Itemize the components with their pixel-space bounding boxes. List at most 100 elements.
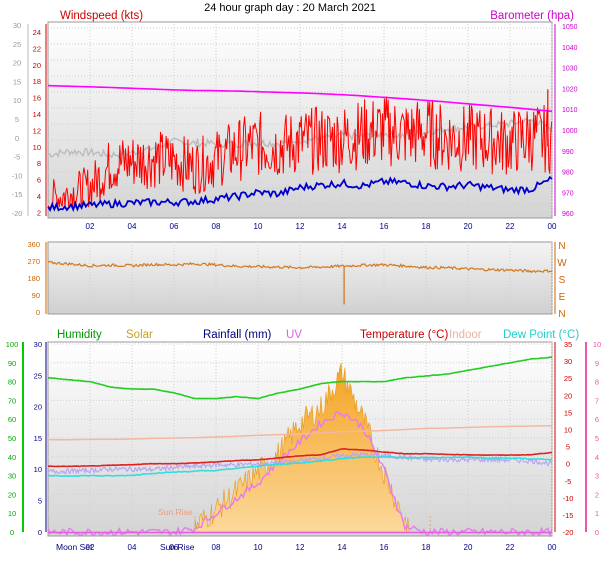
wind-x-tick-label: 06 [170, 222, 179, 231]
wind-x-tick-label: 22 [506, 222, 515, 231]
wind-left-tick-label: 14 [33, 110, 41, 119]
temperature-tick-label: 15 [564, 408, 572, 417]
direction-tick-label: 180 [27, 274, 40, 283]
humidity-tick-label: 90 [8, 359, 16, 368]
barometer-tick-label: 1010 [562, 107, 578, 114]
barometer-label: Barometer (hpa) [490, 10, 574, 22]
tick-labels: 0202040406060808101012121414161618182020… [6, 21, 601, 552]
barometer-tick-label: 1030 [562, 66, 578, 73]
wind-outer-tick-label: -5 [14, 153, 21, 162]
humidity-tick-label: 30 [8, 472, 16, 481]
weather-x-tick-label: 16 [380, 543, 389, 552]
wind-outer-tick-label: 0 [15, 134, 19, 143]
temperature-tick-label: -5 [565, 477, 572, 486]
temperature-tick-label: -10 [563, 494, 574, 503]
rainfall-tick-label: 0 [38, 528, 42, 537]
feels-like-line [47, 451, 553, 475]
barometer-tick-label: 980 [562, 170, 574, 177]
weather-x-tick-label: 10 [254, 543, 263, 552]
wind-x-tick-label: 12 [296, 222, 305, 231]
direction-line [47, 260, 553, 274]
rainfall-tick-label: 30 [34, 340, 42, 349]
rainfall-label: Rainfall (mm) [203, 329, 272, 341]
wind-left-tick-label: 6 [37, 176, 41, 185]
barometer-tick-label: 1050 [562, 24, 578, 31]
weather-x-tick-label: 02 [86, 543, 95, 552]
humidity-tick-label: 80 [8, 378, 16, 387]
humidity-line [47, 356, 553, 400]
barometer-tick-label: 970 [562, 190, 574, 197]
wind-left-tick-label: 8 [37, 159, 41, 168]
wind-left-tick-label: 16 [33, 94, 41, 103]
direction-tick-label: 270 [27, 257, 40, 266]
indoor-label: Indoor [449, 329, 482, 341]
wind-x-tick-label: 08 [212, 222, 221, 231]
direction-tick-label: 90 [32, 291, 40, 300]
wind-x-tick-label: 14 [338, 222, 347, 231]
direction-tick-label: 0 [36, 308, 40, 317]
barometer-tick-label: 1040 [562, 45, 578, 52]
uv-tick-label: 3 [595, 472, 599, 481]
wind-left-tick-label: 18 [33, 77, 41, 86]
uv-line [47, 410, 553, 538]
weather-x-tick-label: 20 [464, 543, 473, 552]
weather-x-tick-label: 06 [170, 543, 179, 552]
rainfall-tick-label: 10 [34, 465, 42, 474]
weather-x-tick-label: 22 [506, 543, 515, 552]
humidity-tick-label: 20 [8, 490, 16, 499]
wind-outer-tick-label: 5 [15, 115, 19, 124]
wind-outer-tick-label: -15 [12, 190, 23, 199]
humidity-tick-label: 0 [10, 528, 14, 537]
rainfall-tick-label: 20 [34, 403, 42, 412]
humidity-tick-label: 40 [8, 453, 16, 462]
wind-left-tick-label: 12 [33, 126, 41, 135]
wind-outer-tick-label: 10 [13, 96, 21, 105]
weather-x-tick-label: 12 [296, 543, 305, 552]
barometer-tick-label: 990 [562, 149, 574, 156]
solar-label: Solar [126, 329, 153, 341]
temperature-tick-label: 30 [564, 357, 572, 366]
indoor-line [48, 424, 553, 441]
wind-left-tick-label: 22 [33, 44, 41, 53]
average-wind-line [47, 175, 553, 213]
humidity-tick-label: 50 [8, 434, 16, 443]
uv-tick-label: 9 [595, 359, 599, 368]
uv-tick-label: 8 [595, 378, 599, 387]
rainfall-tick-label: 25 [34, 371, 42, 380]
direction-compass-label: N [558, 241, 565, 252]
sun-rise-axis-label: Sun Rise [160, 542, 195, 552]
humidity-tick-label: 60 [8, 415, 16, 424]
temperature-tick-label: 35 [564, 340, 572, 349]
rainfall-tick-label: 15 [34, 434, 42, 443]
moon-set-label: Moon Set [56, 542, 93, 552]
uv-tick-label: 0 [595, 528, 599, 537]
temperature-tick-label: 10 [564, 426, 572, 435]
uv-tick-label: 4 [595, 453, 599, 462]
temperature-line [47, 447, 553, 468]
rainfall-tick-label: 5 [38, 497, 42, 506]
wind-left-tick-label: 24 [33, 28, 41, 37]
temperature-tick-label: 20 [564, 391, 572, 400]
barometer-tick-label: 960 [562, 211, 574, 218]
wind-left-tick-label: 10 [33, 143, 41, 152]
wind-x-tick-label: 16 [380, 222, 389, 231]
sun-rise-label: Sun Rise [158, 507, 193, 517]
wind-x-tick-label: 20 [464, 222, 473, 231]
uv-tick-label: 2 [595, 490, 599, 499]
weather-x-tick-label: 04 [128, 543, 137, 552]
humidity-label: Humidity [57, 329, 102, 341]
weather-x-tick-label: 00 [548, 543, 557, 552]
uv-tick-label: 1 [595, 509, 599, 518]
temperature-tick-label: -20 [563, 528, 574, 537]
barometer-tick-label: 1000 [562, 128, 578, 135]
uv-tick-label: 7 [595, 396, 599, 405]
weather-x-tick-label: 14 [338, 543, 347, 552]
direction-compass-label: W [557, 258, 567, 269]
wind-outer-tick-label: -10 [12, 171, 23, 180]
wind-left-tick-label: 4 [37, 192, 41, 201]
weather-x-tick-label: 08 [212, 543, 221, 552]
uv-tick-label: 10 [593, 340, 601, 349]
direction-compass-label: S [559, 275, 566, 286]
uv-tick-label: 5 [595, 434, 599, 443]
